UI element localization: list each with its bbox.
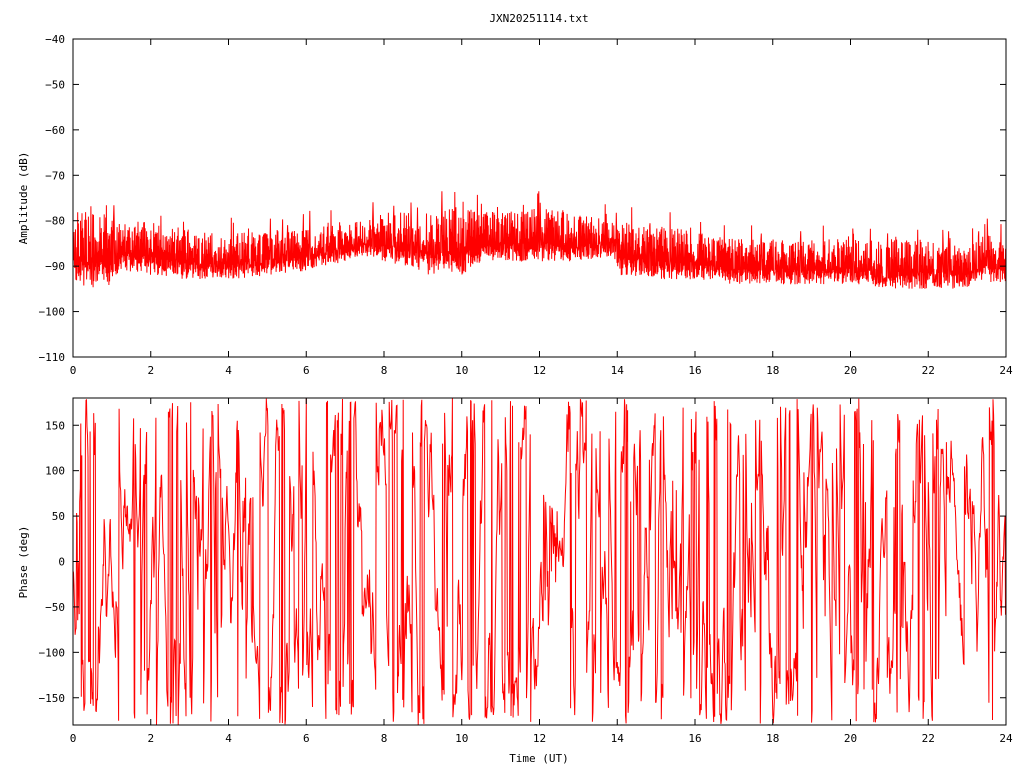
phase-y-tick-label: 150 bbox=[45, 419, 65, 432]
amplitude-plot-frame bbox=[72, 38, 1007, 358]
amplitude-x-tick-label: 8 bbox=[381, 364, 388, 377]
phase-y-axis-label: Phase (deg) bbox=[17, 526, 30, 599]
amplitude-x-tick-label: 4 bbox=[225, 364, 232, 377]
phase-y-tick-label: −150 bbox=[39, 692, 66, 705]
amplitude-y-axis-label: Amplitude (dB) bbox=[17, 152, 30, 245]
phase-x-tick-label: 10 bbox=[455, 732, 468, 745]
phase-x-tick-label: 20 bbox=[844, 732, 857, 745]
amplitude-y-tick-label: −80 bbox=[45, 215, 65, 228]
amplitude-x-tick-label: 2 bbox=[147, 364, 154, 377]
phase-x-tick-label: 22 bbox=[922, 732, 935, 745]
phase-x-tick-label: 18 bbox=[766, 732, 779, 745]
phase-y-ticks: −150 −100 −50 0 50 100 150 bbox=[39, 419, 1006, 705]
amplitude-x-tick-label: 12 bbox=[533, 364, 546, 377]
phase-y-tick-label: 100 bbox=[45, 465, 65, 478]
phase-y-tick-label: 50 bbox=[52, 510, 65, 523]
amplitude-x-tick-label: 10 bbox=[455, 364, 468, 377]
amplitude-x-tick-label: 24 bbox=[999, 364, 1013, 377]
phase-y-tick-label: 0 bbox=[58, 556, 65, 569]
amplitude-series-line bbox=[72, 191, 1007, 289]
phase-x-tick-label: 4 bbox=[225, 732, 232, 745]
phase-x-tick-label: 8 bbox=[381, 732, 388, 745]
amplitude-y-tick-label: −50 bbox=[45, 78, 65, 91]
amplitude-x-tick-label: 6 bbox=[303, 364, 310, 377]
phase-x-tick-label: 16 bbox=[688, 732, 701, 745]
amplitude-x-tick-label: 14 bbox=[611, 364, 625, 377]
phase-x-tick-label: 2 bbox=[147, 732, 154, 745]
amplitude-series bbox=[72, 191, 1007, 289]
amplitude-y-tick-label: −40 bbox=[45, 33, 65, 46]
amplitude-x-ticks: 0 2 4 6 8 10 12 14 16 18 20 22 24 bbox=[70, 39, 1013, 377]
amplitude-x-tick-label: 20 bbox=[844, 364, 857, 377]
phase-x-ticks: 0 2 4 6 8 10 12 14 16 18 20 22 24 bbox=[70, 398, 1013, 745]
amplitude-y-ticks: −110 −100 −90 −80 −70 −60 −50 −40 bbox=[39, 33, 1006, 364]
phase-series-line bbox=[72, 398, 1007, 725]
amplitude-y-tick-label: −70 bbox=[45, 169, 65, 182]
phase-x-tick-label: 0 bbox=[70, 732, 77, 745]
amplitude-x-tick-label: 22 bbox=[922, 364, 935, 377]
amplitude-y-tick-label: −110 bbox=[39, 351, 66, 364]
amplitude-panel: −110−100−90−80−70−60−50−40 0 2 4 6 8 10 12 14 16… bbox=[17, 33, 1013, 377]
phase-y-tick-label: −50 bbox=[45, 601, 65, 614]
amplitude-x-tick-label: 0 bbox=[70, 364, 77, 377]
phase-y-tick-label: −100 bbox=[39, 646, 66, 659]
amplitude-y-tick-label: −100 bbox=[39, 306, 66, 319]
amplitude-x-tick-label: 18 bbox=[766, 364, 779, 377]
phase-x-tick-label: 12 bbox=[533, 732, 546, 745]
amplitude-x-tick-label: 16 bbox=[688, 364, 701, 377]
amplitude-y-tick-label: −90 bbox=[45, 260, 65, 273]
phase-x-tick-label: 6 bbox=[303, 732, 310, 745]
phase-series bbox=[72, 398, 1007, 725]
phase-x-tick-label: 24 bbox=[999, 732, 1013, 745]
chart-title: JXN20251114.txt bbox=[489, 12, 588, 25]
phase-x-tick-label: 14 bbox=[611, 732, 625, 745]
phase-x-axis-label: Time (UT) bbox=[509, 752, 569, 765]
amplitude-y-tick-label: −60 bbox=[45, 124, 65, 137]
